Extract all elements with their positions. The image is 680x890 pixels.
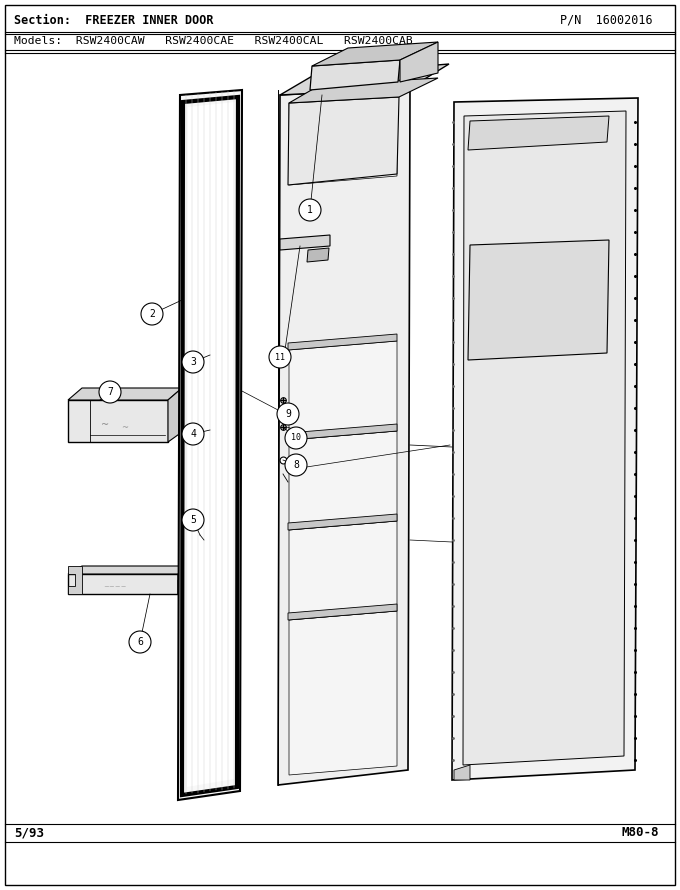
Polygon shape xyxy=(178,574,192,594)
Polygon shape xyxy=(280,64,449,95)
Polygon shape xyxy=(289,78,438,103)
Text: 2: 2 xyxy=(149,309,155,319)
Polygon shape xyxy=(454,765,470,780)
Polygon shape xyxy=(68,400,168,442)
Text: 6: 6 xyxy=(137,637,143,647)
Circle shape xyxy=(99,381,121,403)
Text: Section:  FREEZER INNER DOOR: Section: FREEZER INNER DOOR xyxy=(14,13,214,27)
Polygon shape xyxy=(463,111,626,765)
Polygon shape xyxy=(289,94,397,185)
Text: 9: 9 xyxy=(285,409,291,419)
Polygon shape xyxy=(68,574,178,594)
Circle shape xyxy=(299,199,321,221)
Polygon shape xyxy=(278,88,410,785)
Polygon shape xyxy=(288,604,397,620)
Text: 10: 10 xyxy=(291,433,301,442)
Polygon shape xyxy=(68,388,182,400)
Polygon shape xyxy=(289,611,397,775)
Text: M80-8: M80-8 xyxy=(622,827,660,839)
Polygon shape xyxy=(288,514,397,530)
Text: Models:  RSW2400CAW   RSW2400CAE   RSW2400CAL   RSW2400CAB: Models: RSW2400CAW RSW2400CAE RSW2400CAL… xyxy=(14,36,413,46)
Polygon shape xyxy=(178,90,242,800)
Polygon shape xyxy=(468,116,609,150)
Polygon shape xyxy=(452,98,638,780)
Polygon shape xyxy=(289,431,397,530)
Text: ~~~~: ~~~~ xyxy=(103,584,126,590)
Polygon shape xyxy=(178,566,192,594)
Text: 3: 3 xyxy=(190,357,196,367)
Polygon shape xyxy=(307,248,329,262)
Polygon shape xyxy=(289,521,397,620)
Circle shape xyxy=(141,303,163,325)
Text: 4: 4 xyxy=(190,429,196,439)
Polygon shape xyxy=(68,566,192,574)
Circle shape xyxy=(277,403,299,425)
Polygon shape xyxy=(68,566,82,594)
Text: 5/93: 5/93 xyxy=(14,827,44,839)
Text: 8: 8 xyxy=(293,460,299,470)
Circle shape xyxy=(269,346,291,368)
Text: 11: 11 xyxy=(275,352,285,361)
Polygon shape xyxy=(288,97,399,185)
Polygon shape xyxy=(288,334,397,350)
Text: ~: ~ xyxy=(122,424,129,433)
Polygon shape xyxy=(289,341,397,440)
Text: 5: 5 xyxy=(190,515,196,525)
Polygon shape xyxy=(288,424,397,440)
Polygon shape xyxy=(312,42,438,66)
Text: 1: 1 xyxy=(307,205,313,215)
Circle shape xyxy=(182,351,204,373)
Circle shape xyxy=(285,427,307,449)
Text: P/N  16002016: P/N 16002016 xyxy=(560,13,653,27)
Text: 7: 7 xyxy=(107,387,113,397)
Polygon shape xyxy=(400,42,438,82)
Polygon shape xyxy=(468,240,609,360)
Text: ~: ~ xyxy=(101,420,109,430)
Circle shape xyxy=(285,454,307,476)
Polygon shape xyxy=(168,388,182,442)
Circle shape xyxy=(129,631,151,653)
Circle shape xyxy=(182,423,204,445)
Polygon shape xyxy=(280,235,330,250)
Circle shape xyxy=(182,509,204,531)
Polygon shape xyxy=(310,60,400,90)
Polygon shape xyxy=(187,102,235,787)
